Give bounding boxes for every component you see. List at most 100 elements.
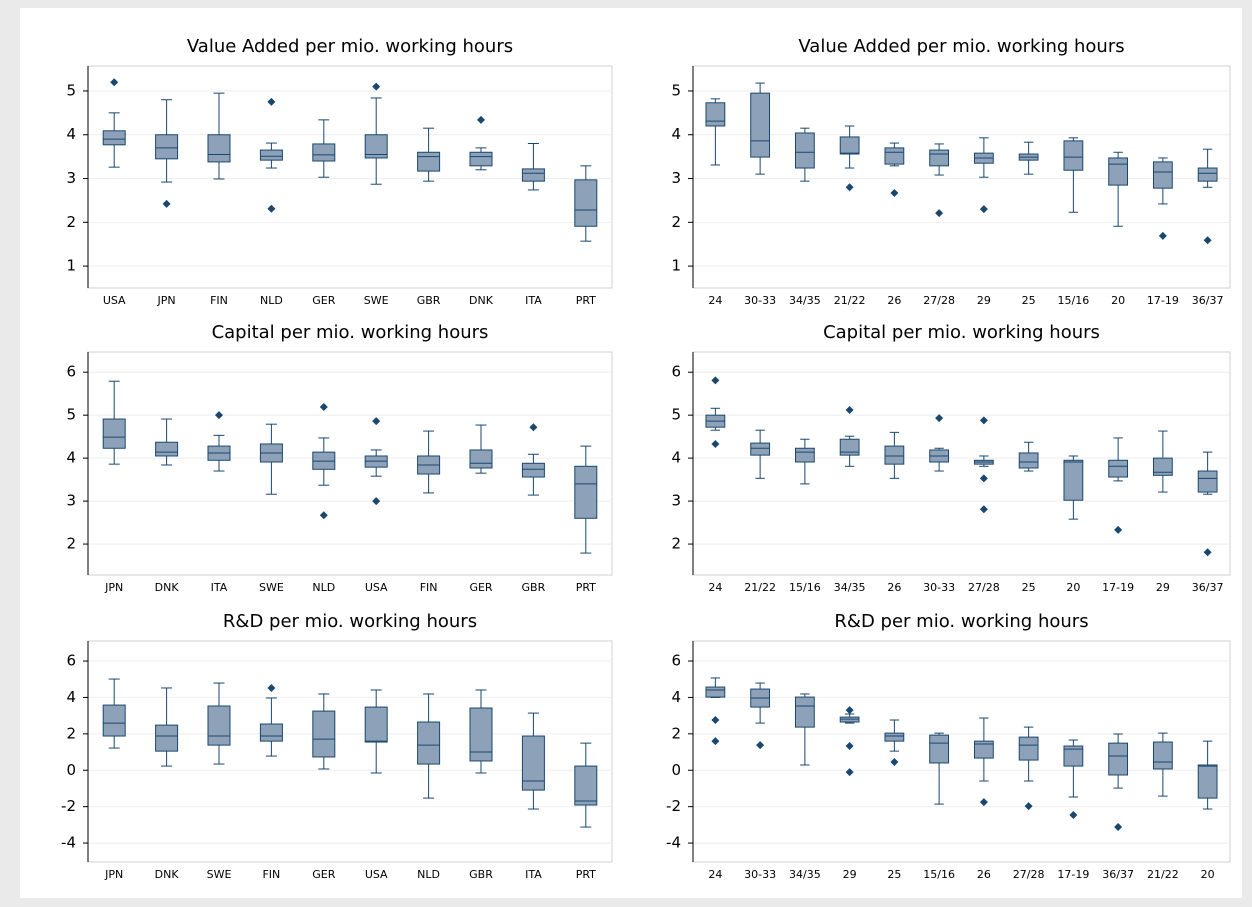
x-tick-label: SWE [259, 581, 284, 594]
x-tick-label: 36/37 [1102, 868, 1134, 881]
x-tick-label: PRT [576, 294, 596, 307]
box [973, 740, 994, 759]
x-tick-label: NLD [417, 868, 440, 881]
box [259, 149, 283, 161]
box [469, 449, 493, 469]
y-tick-label: 0 [671, 761, 681, 779]
box [1018, 736, 1039, 761]
box [929, 734, 950, 764]
x-tick-label: USA [103, 294, 126, 307]
outlier [319, 402, 328, 411]
box [155, 441, 179, 457]
y-tick-label: 2 [66, 213, 76, 231]
x-tick-label: 20 [1201, 868, 1215, 881]
outlier [110, 78, 119, 87]
plot-area [692, 351, 1231, 576]
box [884, 147, 905, 165]
box [207, 705, 231, 746]
outlier [1024, 802, 1033, 811]
x-tick-label: PRT [576, 868, 596, 881]
y-tick-label: 3 [66, 169, 76, 187]
box [312, 143, 336, 162]
x-tick-label: 30-33 [744, 294, 776, 307]
x-tick-label: 34/35 [789, 868, 821, 881]
x-tick-label: 25 [1022, 581, 1036, 594]
panel-title: Capital per mio. working hours [823, 322, 1100, 343]
outlier [979, 798, 988, 807]
y-tick-label: 3 [671, 169, 681, 187]
x-tick-label: 27/28 [923, 294, 955, 307]
box [574, 179, 598, 227]
box [574, 465, 598, 519]
box [364, 134, 388, 159]
x-tick-label: JPN [104, 868, 123, 881]
x-tick-label: 25 [887, 868, 901, 881]
x-tick-label: 20 [1111, 294, 1125, 307]
box [1063, 745, 1084, 767]
x-tick-label: ITA [525, 294, 542, 307]
y-tick-label: 6 [66, 363, 76, 381]
y-tick-label: 2 [671, 724, 681, 742]
outlier [935, 209, 944, 218]
x-tick-label: PRT [576, 581, 596, 594]
box [750, 442, 771, 456]
box [884, 732, 905, 742]
outlier [372, 417, 381, 426]
y-tick-label: 3 [671, 492, 681, 510]
x-tick-label: GBR [417, 294, 441, 307]
outlier [1069, 811, 1078, 820]
x-tick-label: 30-33 [923, 581, 955, 594]
x-tick-label: 24 [708, 294, 722, 307]
x-tick-label: 29 [843, 868, 857, 881]
box [1152, 161, 1173, 189]
outlier [890, 758, 899, 767]
box [794, 696, 815, 728]
panel-title: Value Added per mio. working hours [798, 36, 1124, 57]
y-tick-label: 6 [66, 652, 76, 670]
x-tick-label: JPN [157, 294, 176, 307]
y-tick-label: 5 [66, 81, 76, 99]
box [1063, 459, 1084, 501]
box [469, 707, 493, 762]
y-tick-label: -2 [666, 797, 681, 815]
y-tick-label: 1 [671, 257, 681, 275]
outlier [319, 511, 328, 520]
outlier [935, 414, 944, 423]
box [102, 130, 126, 146]
x-tick-label: 21/22 [744, 581, 776, 594]
panel-title: R&D per mio. working hours [223, 611, 477, 632]
outlier [372, 497, 381, 506]
box [155, 134, 179, 160]
y-tick-label: 4 [66, 688, 76, 706]
outlier [1158, 231, 1167, 240]
y-tick-label: -4 [61, 834, 76, 852]
x-tick-label: 15/16 [789, 581, 821, 594]
box [794, 447, 815, 463]
outlier [1114, 823, 1123, 832]
y-tick-label: 2 [671, 535, 681, 553]
outlier [267, 683, 276, 692]
box [1108, 742, 1129, 776]
box [574, 765, 598, 806]
box [1152, 741, 1173, 770]
x-tick-label: 26 [887, 294, 901, 307]
x-tick-label: GER [312, 294, 335, 307]
outlier [845, 183, 854, 192]
y-tick-label: 3 [66, 492, 76, 510]
x-tick-label: 29 [977, 294, 991, 307]
x-tick-label: 21/22 [1147, 868, 1179, 881]
outlier [1203, 236, 1212, 245]
outlier [529, 423, 538, 432]
outlier [267, 97, 276, 106]
y-tick-label: 5 [66, 406, 76, 424]
x-tick-label: USA [365, 581, 388, 594]
x-tick-label: 26 [977, 868, 991, 881]
x-tick-label: GER [312, 868, 335, 881]
outlier [711, 439, 720, 448]
x-tick-label: GBR [522, 581, 546, 594]
x-tick-label: JPN [104, 581, 123, 594]
x-tick-label: ITA [211, 581, 228, 594]
box [1063, 140, 1084, 171]
y-tick-label: -2 [61, 797, 76, 815]
